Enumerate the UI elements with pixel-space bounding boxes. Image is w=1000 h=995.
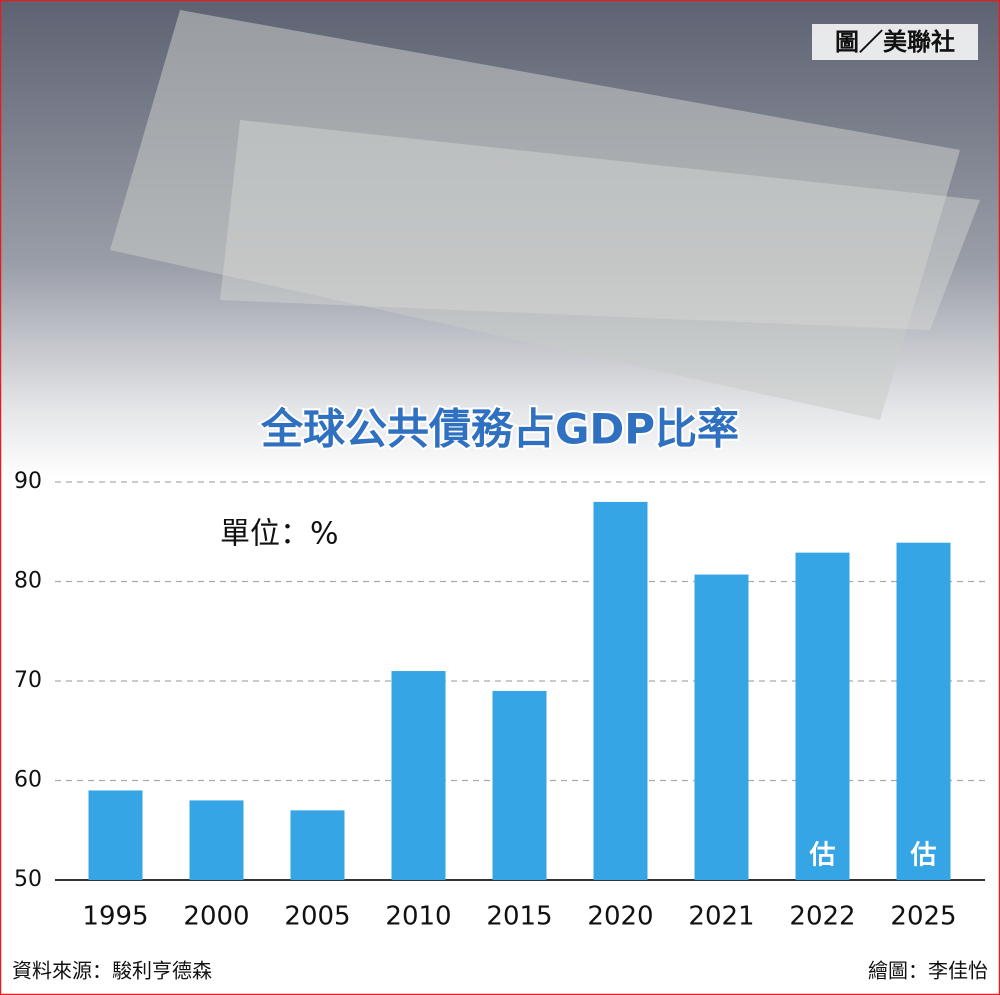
- y-tick-label: 50: [14, 867, 42, 892]
- source: 資料來源：駿利亨德森: [12, 959, 212, 983]
- photo-bill: [110, 10, 960, 420]
- credit-box: [812, 24, 978, 60]
- bar: [189, 800, 244, 880]
- y-tick-label: 80: [14, 569, 42, 594]
- bar: [795, 552, 850, 880]
- x-tick-label: 2025: [890, 902, 956, 932]
- chart-title: 全球公共債務占GDP比率: [260, 405, 739, 454]
- photo-credit: 圖／美聯社: [835, 28, 955, 56]
- x-tick-label: 2000: [183, 902, 249, 932]
- bar: [593, 501, 648, 880]
- x-tick-label: 2020: [587, 902, 653, 932]
- photo-bill: [220, 120, 980, 330]
- bar: [290, 810, 345, 880]
- bar: [492, 690, 547, 880]
- credit: 繪圖：李佳怡: [868, 959, 988, 983]
- x-tick-label: 2021: [688, 902, 754, 932]
- bar-note: 估: [808, 841, 835, 871]
- y-tick-label: 60: [14, 768, 42, 793]
- unit-label: 單位：%: [220, 517, 339, 552]
- x-tick-label: 1995: [82, 902, 148, 932]
- bar: [391, 671, 446, 880]
- bar-note: 估: [909, 841, 936, 871]
- x-tick-label: 2015: [486, 902, 552, 932]
- bar: [896, 542, 951, 880]
- y-tick-label: 70: [14, 668, 42, 693]
- x-tick-label: 2022: [789, 902, 855, 932]
- x-tick-label: 2010: [385, 902, 451, 932]
- y-tick-label: 90: [14, 469, 42, 494]
- x-tick-label: 2005: [284, 902, 350, 932]
- bar: [88, 790, 143, 880]
- bar: [694, 574, 749, 880]
